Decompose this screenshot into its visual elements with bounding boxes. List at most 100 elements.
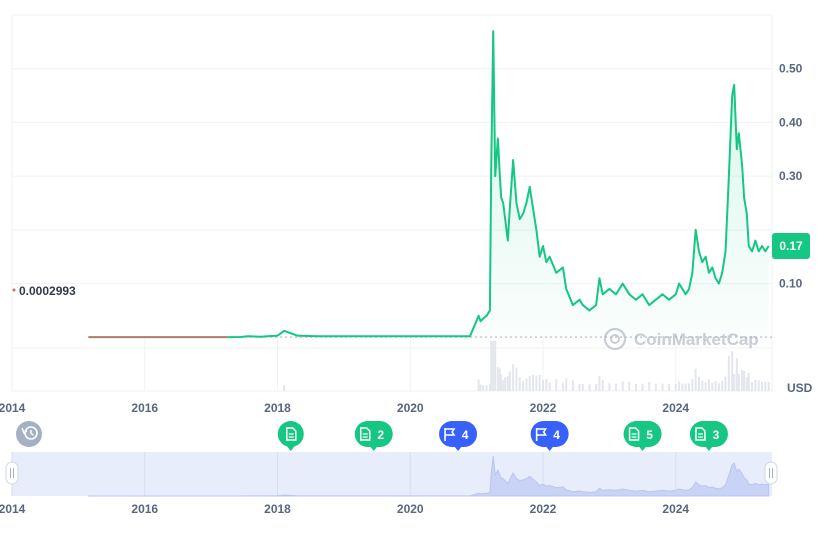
flag-icon <box>444 428 456 441</box>
volume-bar <box>565 378 568 391</box>
event-marker[interactable]: 4 <box>530 421 569 451</box>
volume-bar <box>691 379 694 391</box>
current-price-badge: 0.17 <box>772 232 810 259</box>
volume-bar <box>479 384 482 391</box>
baseline-marker: 0.0002993 <box>12 284 76 298</box>
x-tick-label: 2018 <box>264 401 291 415</box>
volume-bar <box>731 351 734 391</box>
volume-bar <box>745 377 748 391</box>
event-marker[interactable]: 4 <box>439 421 478 451</box>
navigator-x-tick-label: 2016 <box>131 502 158 516</box>
volume-bar <box>555 379 558 391</box>
volume-bars <box>283 341 770 391</box>
navigator-right-handle[interactable] <box>764 461 778 485</box>
y-axis: 0.10 0.30 0.40 0.50 <box>779 62 803 291</box>
document-icon <box>359 427 371 441</box>
volume-bar <box>634 383 637 391</box>
volume-bar <box>721 381 724 391</box>
volume-bar <box>535 375 538 391</box>
volume-bar <box>561 382 564 391</box>
navigator-left-handle[interactable] <box>5 461 19 485</box>
volume-bar <box>764 382 767 391</box>
volume-bar <box>595 384 598 391</box>
volume-bar <box>508 371 511 391</box>
volume-bar <box>735 358 738 391</box>
event-marker[interactable]: 5 <box>623 421 662 451</box>
volume-bar <box>542 380 545 391</box>
navigator-x-tick-label: 2018 <box>264 502 291 516</box>
y-tick-label: 0.10 <box>779 277 803 291</box>
volume-bar <box>500 374 503 391</box>
volume-bar <box>283 385 286 391</box>
x-tick-label: 2022 <box>530 401 557 415</box>
volume-bar <box>761 381 764 391</box>
volume-bar <box>701 380 704 391</box>
event-marker[interactable] <box>277 421 304 451</box>
current-price-label: 0.17 <box>779 239 803 253</box>
price-line <box>227 30 770 339</box>
x-tick-label: 2024 <box>662 401 689 415</box>
volume-bar <box>747 372 750 391</box>
event-count: 2 <box>377 428 384 442</box>
navigator-x-tick-label: 2024 <box>662 502 689 516</box>
volume-bar <box>684 383 687 391</box>
volume-bar <box>512 364 515 391</box>
volume-bar <box>588 384 591 391</box>
flag-icon <box>535 428 548 441</box>
volume-bar <box>743 371 746 391</box>
x-tick-label: 2014 <box>0 401 26 415</box>
volume-bar <box>621 381 624 391</box>
volume-bar <box>688 383 691 391</box>
volume-bar <box>545 378 548 391</box>
navigator-selection[interactable] <box>12 452 772 496</box>
volume-bar <box>538 375 541 391</box>
volume-bar <box>494 341 497 391</box>
volume-bar <box>757 380 760 391</box>
y-tick-label: 0.50 <box>779 62 803 76</box>
volume-bar <box>477 379 480 391</box>
volume-bar <box>485 385 488 391</box>
volume-bar <box>532 375 535 391</box>
y-tick-label: 0.30 <box>779 169 803 183</box>
volume-bar <box>727 355 730 391</box>
document-icon <box>628 427 640 441</box>
navigator-x-tick-label: 2020 <box>397 502 424 516</box>
volume-bar <box>598 375 601 391</box>
volume-bar <box>498 368 501 391</box>
volume-bar <box>668 383 671 391</box>
volume-bar <box>488 384 491 391</box>
x-tick-label: 2016 <box>131 401 158 415</box>
volume-bar <box>674 383 677 391</box>
volume-bar <box>492 341 495 391</box>
volume-bar <box>578 383 581 391</box>
x-axis: 2014 2016 2018 2020 2022 2024 <box>0 401 689 415</box>
volume-bar <box>506 376 509 391</box>
volume-bar <box>628 381 631 391</box>
event-marker[interactable]: 3 <box>689 421 728 451</box>
event-count: 5 <box>646 428 653 442</box>
volume-bar <box>515 367 518 391</box>
document-icon <box>286 427 297 441</box>
history-button[interactable] <box>16 421 42 447</box>
navigator-area <box>87 456 770 497</box>
event-count: 4 <box>462 428 469 442</box>
volume-bar <box>528 376 531 391</box>
volume-bar <box>615 383 618 391</box>
range-navigator[interactable] <box>5 452 778 497</box>
volume-bar <box>724 376 727 391</box>
volume-bar <box>648 382 651 391</box>
volume-bar <box>697 376 700 391</box>
volume-bar <box>522 380 525 391</box>
event-marker[interactable]: 2 <box>354 421 393 451</box>
volume-bar <box>767 381 770 391</box>
volume-bar <box>737 374 740 391</box>
volume-bar <box>482 385 485 391</box>
x-tick-label: 2020 <box>397 401 424 415</box>
volume-bar <box>751 382 754 391</box>
price-area <box>227 31 769 338</box>
volume-bar <box>608 383 611 391</box>
event-count: 3 <box>713 428 720 442</box>
volume-bar <box>754 379 757 391</box>
grid-lines <box>11 14 772 391</box>
